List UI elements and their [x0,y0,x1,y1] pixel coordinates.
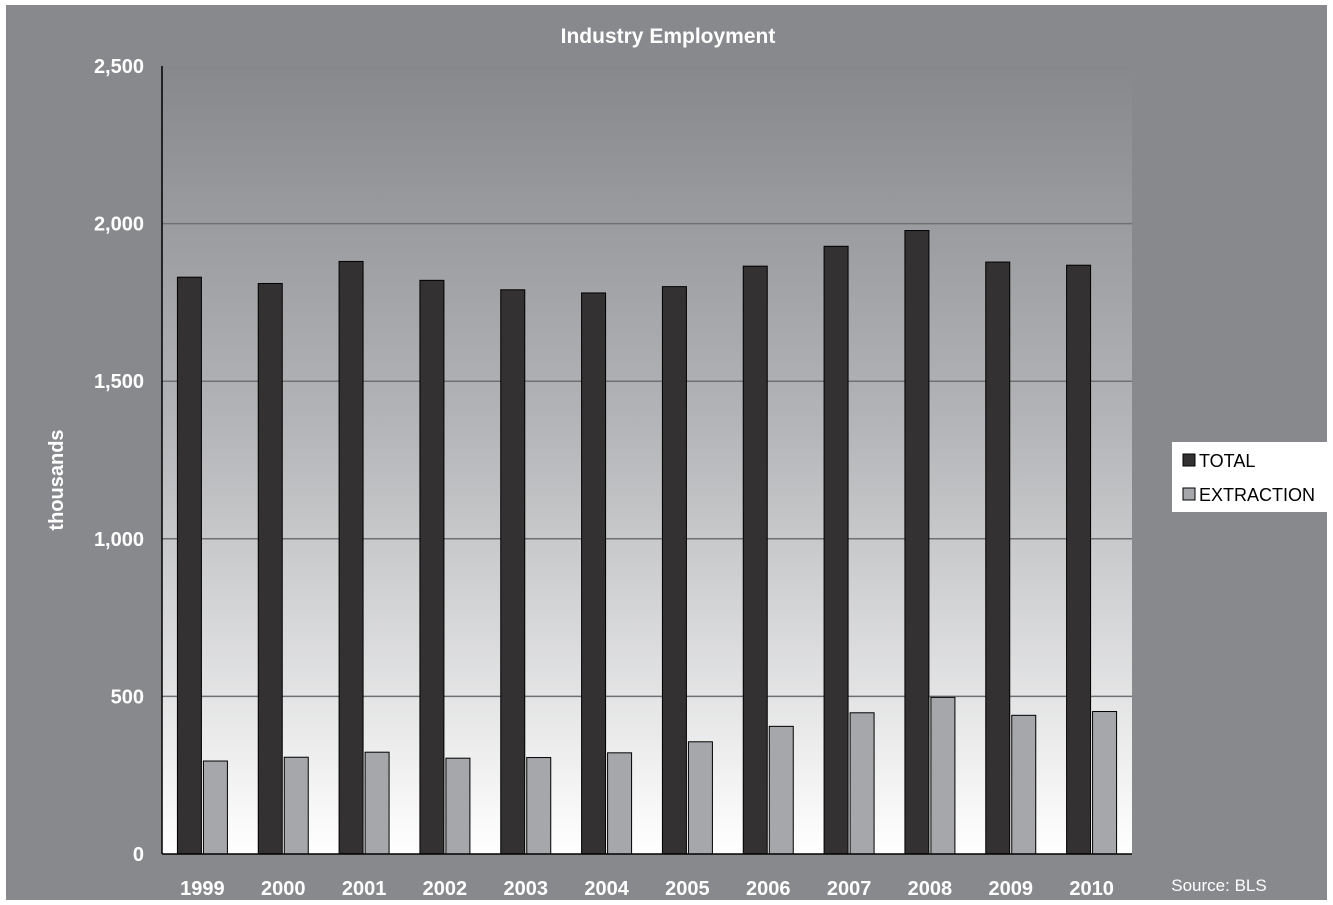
bar-extraction-2004 [607,752,633,855]
legend-swatch-total [1182,453,1196,467]
bar-extraction-2007 [849,712,875,855]
bar-total-2004 [581,292,607,855]
x-tick-label: 2009 [989,878,1034,900]
y-axis-label: thousands [46,429,68,530]
bar-extraction-2003 [526,757,552,855]
chart-title: Industry Employment [561,25,776,48]
bar-extraction-2009 [1011,714,1037,855]
bar-total-2003 [500,289,526,855]
bar-total-2000 [257,282,283,855]
plot-area [162,66,1132,854]
x-tick-labels: 1999 2000 2001 2002 2003 2004 2005 2006 2007 2008… [180,878,1114,900]
source-note: Source: BLS [1171,876,1266,895]
x-tick-label: 2003 [504,878,549,900]
y-tick-label: 2,000 [94,214,144,236]
bar-total-2005 [661,286,687,855]
legend: TOTAL EXTRACTION [1172,442,1327,512]
legend-box [1172,442,1327,512]
bar-extraction-2002 [445,757,471,855]
bar-total-2001 [338,260,364,855]
bar-extraction-2000 [283,756,309,855]
y-tick-label: 2,500 [94,56,144,78]
x-tick-label: 2005 [665,878,710,900]
gridlines [162,222,1132,698]
bar-extraction-1999 [202,760,228,855]
x-tick-label: 2006 [746,878,791,900]
bar-total-2010 [1066,264,1092,855]
bar-extraction-2008 [930,696,956,855]
bar-extraction-2005 [687,741,713,855]
x-tick-label: 2000 [261,878,306,900]
x-tick-label: 1999 [180,878,225,900]
x-tick-label: 2010 [1069,878,1114,900]
y-tick-label: 1,500 [94,371,144,393]
y-tick-label: 0 [133,844,144,866]
bar-total-2009 [985,261,1011,855]
x-tick-label: 2002 [423,878,468,900]
bar-extraction-2006 [768,725,794,855]
y-tick-labels: 0 500 1,000 1,500 2,000 2,500 [94,56,144,866]
y-tick-label: 1,000 [94,529,144,551]
bar-total-2006 [742,265,768,855]
x-tick-label: 2008 [908,878,953,900]
x-tick-label: 2004 [584,878,629,900]
bar-extraction-2010 [1092,711,1118,855]
legend-label-total: TOTAL [1199,451,1255,471]
legend-swatch-extraction [1182,487,1196,501]
bar-total-2008 [904,230,930,855]
axes [161,66,1132,855]
legend-label-extraction: EXTRACTION [1199,485,1315,505]
x-tick-label: 2007 [827,878,872,900]
bar-total-1999 [176,276,202,855]
bar-extraction-2001 [364,751,390,855]
bar-total-2002 [419,279,445,855]
bar-total-2007 [823,245,849,855]
y-tick-label: 500 [111,686,144,708]
x-tick-label: 2001 [342,878,387,900]
